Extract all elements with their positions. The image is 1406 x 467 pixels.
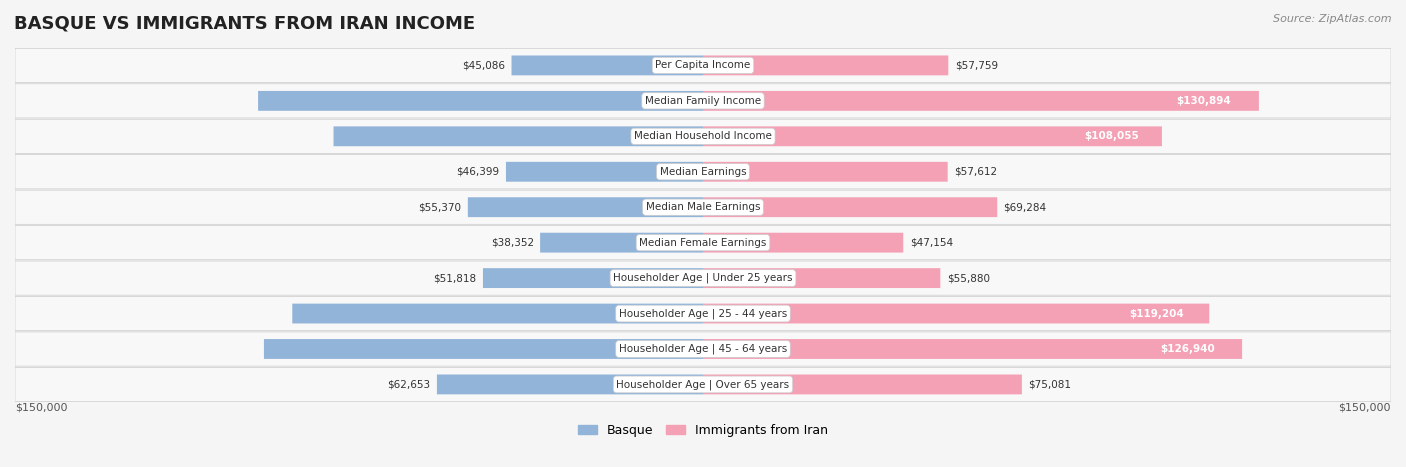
- FancyBboxPatch shape: [15, 297, 1391, 331]
- Text: Householder Age | Over 65 years: Householder Age | Over 65 years: [616, 379, 790, 389]
- Text: $55,880: $55,880: [946, 273, 990, 283]
- FancyBboxPatch shape: [259, 91, 703, 111]
- Text: $96,709: $96,709: [682, 309, 730, 318]
- Text: $150,000: $150,000: [1339, 403, 1391, 413]
- FancyBboxPatch shape: [15, 155, 1391, 189]
- FancyBboxPatch shape: [15, 332, 1391, 366]
- FancyBboxPatch shape: [15, 190, 1391, 224]
- FancyBboxPatch shape: [703, 339, 1241, 359]
- FancyBboxPatch shape: [437, 375, 703, 394]
- Text: $57,612: $57,612: [955, 167, 997, 177]
- Text: Median Family Income: Median Family Income: [645, 96, 761, 106]
- Text: Per Capita Income: Per Capita Income: [655, 60, 751, 71]
- FancyBboxPatch shape: [703, 197, 997, 217]
- FancyBboxPatch shape: [333, 127, 703, 146]
- Text: $104,760: $104,760: [681, 96, 735, 106]
- Text: Householder Age | Under 25 years: Householder Age | Under 25 years: [613, 273, 793, 283]
- Text: Householder Age | 25 - 44 years: Householder Age | 25 - 44 years: [619, 308, 787, 319]
- FancyBboxPatch shape: [15, 368, 1391, 402]
- FancyBboxPatch shape: [703, 375, 1022, 394]
- FancyBboxPatch shape: [482, 268, 703, 288]
- FancyBboxPatch shape: [512, 56, 703, 75]
- FancyBboxPatch shape: [15, 84, 1391, 118]
- FancyBboxPatch shape: [15, 226, 1391, 260]
- FancyBboxPatch shape: [703, 233, 903, 253]
- FancyBboxPatch shape: [506, 162, 703, 182]
- Text: BASQUE VS IMMIGRANTS FROM IRAN INCOME: BASQUE VS IMMIGRANTS FROM IRAN INCOME: [14, 14, 475, 32]
- FancyBboxPatch shape: [703, 127, 1161, 146]
- Text: $69,284: $69,284: [1004, 202, 1046, 212]
- Text: $150,000: $150,000: [15, 403, 67, 413]
- Text: Source: ZipAtlas.com: Source: ZipAtlas.com: [1274, 14, 1392, 24]
- Legend: Basque, Immigrants from Iran: Basque, Immigrants from Iran: [574, 419, 832, 442]
- Text: $130,894: $130,894: [1177, 96, 1232, 106]
- FancyBboxPatch shape: [703, 56, 948, 75]
- Text: $126,940: $126,940: [1160, 344, 1215, 354]
- FancyBboxPatch shape: [15, 119, 1391, 153]
- Text: $47,154: $47,154: [910, 238, 953, 248]
- Text: $108,055: $108,055: [1084, 131, 1139, 142]
- Text: $55,370: $55,370: [419, 202, 461, 212]
- Text: Median Male Earnings: Median Male Earnings: [645, 202, 761, 212]
- Text: Median Household Income: Median Household Income: [634, 131, 772, 142]
- Text: Median Female Earnings: Median Female Earnings: [640, 238, 766, 248]
- FancyBboxPatch shape: [703, 162, 948, 182]
- Text: $119,204: $119,204: [1129, 309, 1184, 318]
- Text: $103,387: $103,387: [681, 344, 735, 354]
- FancyBboxPatch shape: [703, 268, 941, 288]
- FancyBboxPatch shape: [468, 197, 703, 217]
- FancyBboxPatch shape: [292, 304, 703, 324]
- Text: $46,399: $46,399: [457, 167, 499, 177]
- Text: $51,818: $51,818: [433, 273, 477, 283]
- FancyBboxPatch shape: [540, 233, 703, 253]
- Text: $87,001: $87,001: [685, 131, 733, 142]
- FancyBboxPatch shape: [15, 261, 1391, 295]
- Text: $45,086: $45,086: [463, 60, 505, 71]
- Text: $75,081: $75,081: [1028, 380, 1071, 389]
- Text: $62,653: $62,653: [388, 380, 430, 389]
- FancyBboxPatch shape: [264, 339, 703, 359]
- FancyBboxPatch shape: [15, 48, 1391, 83]
- Text: $57,759: $57,759: [955, 60, 998, 71]
- Text: Householder Age | 45 - 64 years: Householder Age | 45 - 64 years: [619, 344, 787, 354]
- FancyBboxPatch shape: [703, 91, 1258, 111]
- Text: $38,352: $38,352: [491, 238, 534, 248]
- Text: Median Earnings: Median Earnings: [659, 167, 747, 177]
- FancyBboxPatch shape: [703, 304, 1209, 324]
